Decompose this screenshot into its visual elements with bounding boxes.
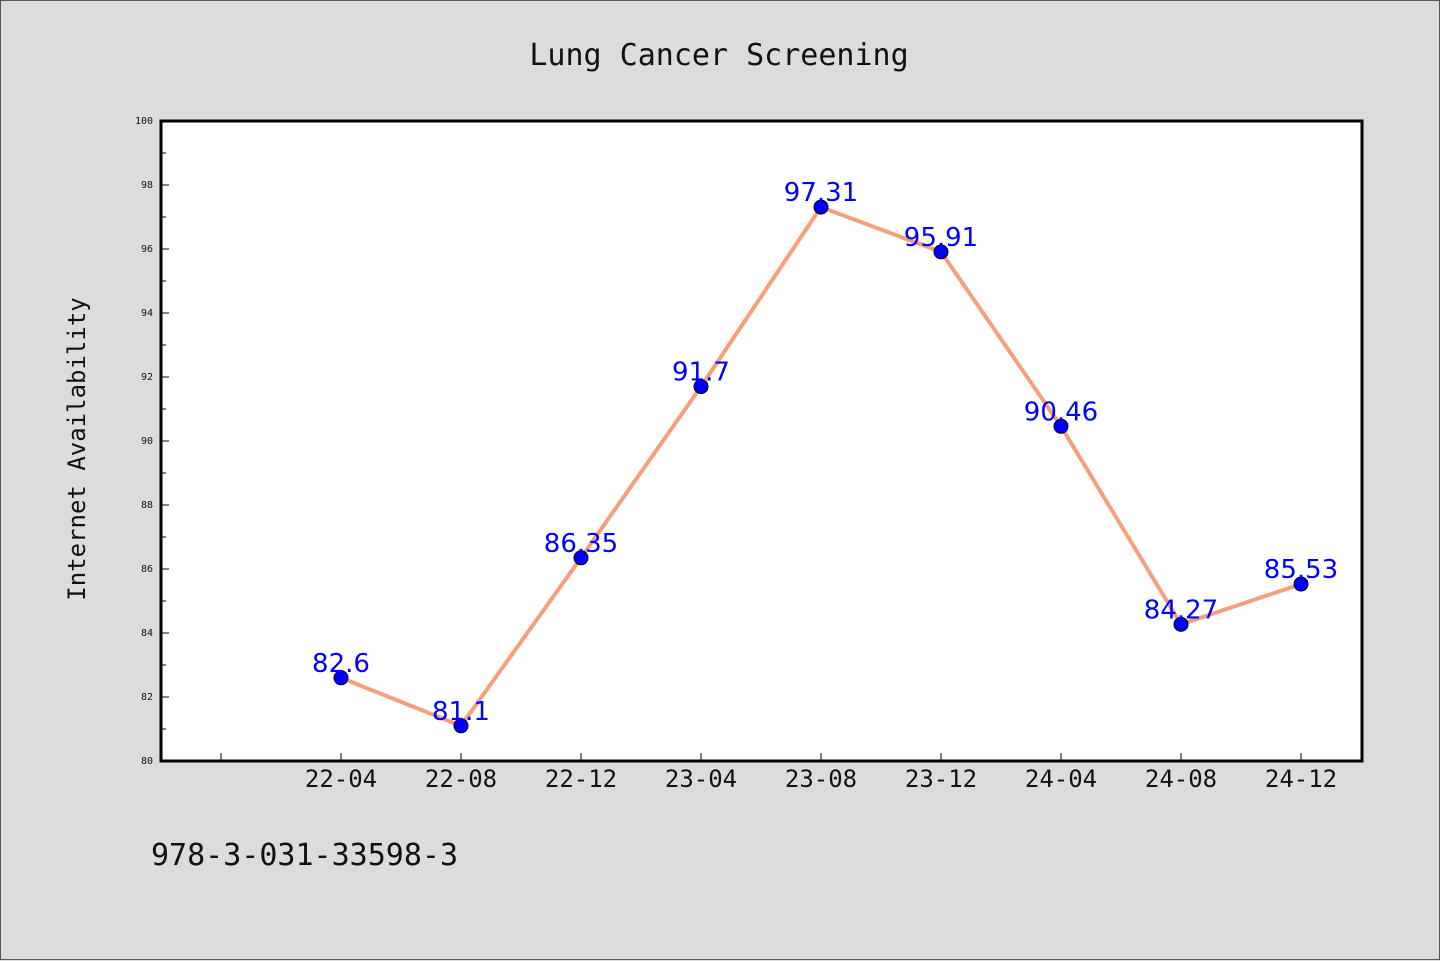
data-value-label: 91.7 [672, 358, 730, 388]
data-value-label: 82.6 [312, 649, 370, 679]
y-axis-label: Internet Availability [63, 297, 91, 600]
data-point-marker [1293, 576, 1309, 592]
data-value-label: 81.1 [432, 697, 490, 727]
data-label-group: 82.6 81.1 86.35 91.7 97.31 95.91 90.46 84.27 85.… [312, 178, 1338, 727]
data-point-marker [693, 379, 709, 395]
y-tick-label: 88 [141, 500, 153, 511]
data-value-label: 95.91 [904, 223, 978, 253]
y-tick-label: 90 [141, 436, 153, 447]
plot-area [159, 119, 1364, 763]
chart-title: Lung Cancer Screening [529, 38, 908, 73]
x-tick-label: 23-12 [905, 765, 977, 793]
data-value-label: 84.27 [1144, 595, 1218, 625]
y-tick-label: 98 [141, 180, 153, 191]
data-point-marker [333, 670, 349, 686]
y-tick-label: 82 [141, 692, 153, 703]
data-point-marker [813, 199, 829, 215]
y-tick-label: 100 [135, 116, 153, 127]
x-tick-label: 24-04 [1025, 765, 1097, 793]
x-axis: 22-04 22-08 22-12 23-04 23-08 23-12 24-04 24-08… [220, 753, 1337, 793]
footnote-isbn: 978-3-031-33598-3 [151, 838, 458, 873]
data-point-marker [933, 244, 949, 260]
y-tick-label: 94 [141, 308, 153, 319]
x-tick-label: 24-12 [1265, 765, 1337, 793]
y-tick-label: 84 [141, 628, 153, 639]
data-point-marker [573, 550, 589, 566]
data-value-label: 90.46 [1024, 397, 1098, 427]
x-tick-label: 22-08 [425, 765, 497, 793]
marker-group [333, 199, 1309, 734]
x-tick-label: 22-12 [545, 765, 617, 793]
y-tick-label: 80 [141, 756, 153, 767]
y-tick-label: 86 [141, 564, 153, 575]
data-point-marker [1173, 616, 1189, 632]
y-tick-label: 92 [141, 372, 153, 383]
x-tick-label: 23-08 [785, 765, 857, 793]
data-value-label: 85.53 [1264, 555, 1338, 585]
x-tick-label: 24-08 [1145, 765, 1217, 793]
y-tick-label: 96 [141, 244, 153, 255]
data-point-marker [453, 718, 469, 734]
data-value-label: 86.35 [544, 529, 618, 559]
data-point-marker [1053, 418, 1069, 434]
y-axis: 80 82 84 86 88 90 92 94 96 98 100 [135, 116, 169, 767]
data-value-label: 97.31 [784, 178, 858, 208]
x-tick-label: 23-04 [665, 765, 737, 793]
x-tick-label: 22-04 [305, 765, 377, 793]
